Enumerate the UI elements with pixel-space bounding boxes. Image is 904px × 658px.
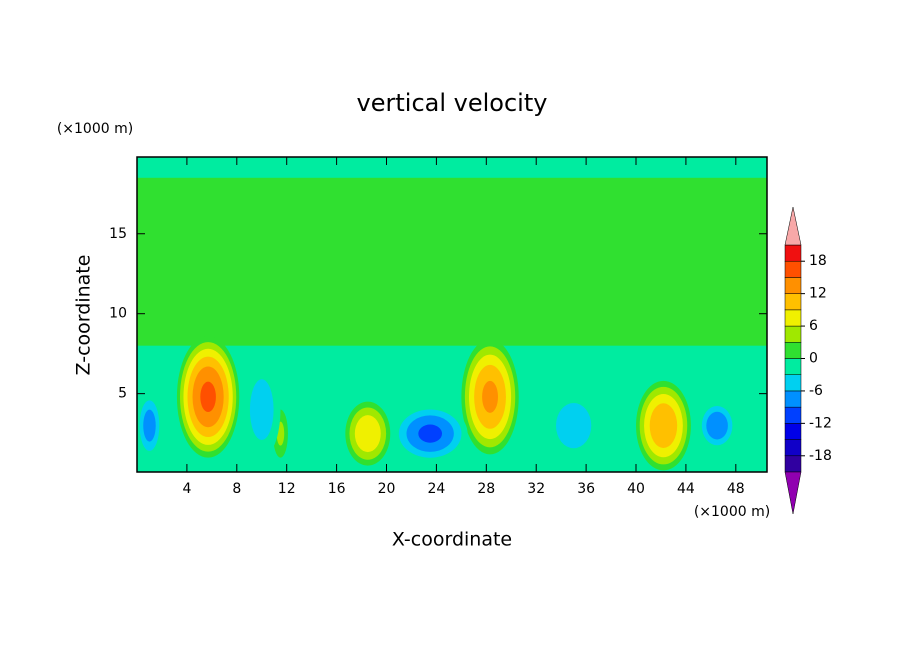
contour-cell [143, 409, 156, 442]
colorbar-bin [784, 358, 802, 375]
plot-frame [136, 156, 768, 473]
colorbar-bin [784, 439, 802, 457]
contour-cell [249, 379, 274, 440]
contour-cell [354, 415, 381, 453]
contour-cell [555, 403, 592, 449]
x-axis-label: X-coordinate [392, 529, 512, 551]
x-tick-label: 4 [182, 481, 191, 497]
colorbar-bin [784, 260, 802, 278]
colorbar-bin [784, 406, 802, 424]
x-tick-label: 8 [232, 481, 241, 497]
x-tick-label: 20 [378, 481, 396, 497]
x-tick-label: 28 [477, 481, 495, 497]
contour-cell [649, 403, 678, 449]
colorbar-tick-label: 12 [809, 286, 827, 302]
y-axis-label: Z-coordinate [73, 255, 95, 376]
x-tick-label: 32 [527, 481, 545, 497]
x-tick-label: 36 [577, 481, 595, 497]
colorbar-bin [784, 342, 802, 359]
x-tick-label: 40 [627, 481, 645, 497]
colorbar-bin [784, 293, 802, 311]
x-tick-label: 16 [328, 481, 346, 497]
colorbar-bin [784, 423, 802, 440]
colorbar-bin [784, 390, 802, 408]
contour-cell [706, 411, 728, 440]
x-tick-label: 48 [727, 481, 745, 497]
colorbar-bin [784, 309, 802, 327]
contour-cell [200, 381, 216, 413]
colorbar-over [784, 206, 802, 246]
colorbar-bin [784, 455, 802, 473]
contour-cell [418, 424, 443, 443]
colorbar-tick-label: -6 [809, 383, 823, 399]
colorbar-tick-label: -12 [809, 415, 832, 431]
y-tick-label: 5 [118, 386, 127, 402]
field-layer [137, 177, 767, 346]
colorbar-bin [784, 277, 802, 294]
x-tick-label: 24 [427, 481, 445, 497]
colorbar-under [784, 471, 802, 515]
colorbar-bin [784, 244, 802, 262]
colorbar-tick-label: 0 [809, 351, 818, 367]
x-tick-label: 12 [278, 481, 296, 497]
y-unit: (×1000 m) [57, 121, 133, 137]
colorbar-tick-label: 6 [809, 318, 818, 334]
x-tick-label: 44 [677, 481, 695, 497]
y-tick-label: 10 [109, 306, 127, 322]
contour-cell [482, 380, 499, 413]
x-unit: (×1000 m) [694, 504, 770, 520]
colorbar-bin [784, 374, 802, 392]
chart-title: vertical velocity [357, 89, 548, 117]
colorbar-tick-label: -18 [809, 448, 832, 464]
colorbar-bin [784, 325, 802, 343]
field [137, 157, 767, 472]
y-tick-label: 15 [109, 226, 127, 242]
colorbar-tick-label: 18 [809, 253, 827, 269]
